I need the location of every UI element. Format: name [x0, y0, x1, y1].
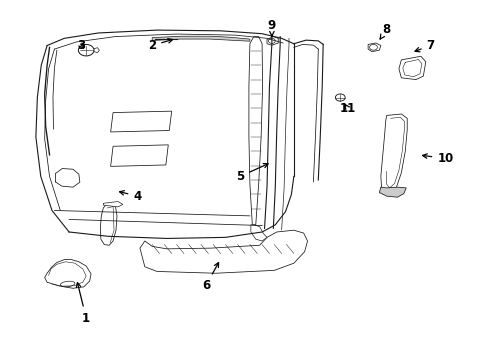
Text: 3: 3 [77, 39, 85, 52]
Text: 10: 10 [422, 152, 453, 165]
Polygon shape [100, 203, 117, 245]
Polygon shape [249, 37, 263, 225]
Text: 11: 11 [340, 102, 356, 115]
Polygon shape [140, 230, 308, 273]
Text: 6: 6 [202, 262, 219, 292]
Polygon shape [251, 225, 267, 241]
Polygon shape [103, 202, 123, 207]
Polygon shape [381, 114, 407, 194]
Text: 9: 9 [268, 19, 276, 36]
Polygon shape [152, 36, 250, 41]
Polygon shape [399, 56, 426, 80]
Polygon shape [368, 43, 381, 51]
Text: 7: 7 [415, 39, 435, 52]
Text: 5: 5 [236, 163, 268, 183]
Polygon shape [379, 187, 406, 197]
Text: 4: 4 [120, 190, 142, 203]
Polygon shape [111, 145, 168, 166]
Polygon shape [267, 37, 278, 45]
Text: 8: 8 [380, 23, 391, 39]
Polygon shape [45, 260, 91, 288]
Text: 1: 1 [76, 283, 90, 325]
Polygon shape [111, 111, 172, 132]
Text: 2: 2 [148, 39, 172, 52]
